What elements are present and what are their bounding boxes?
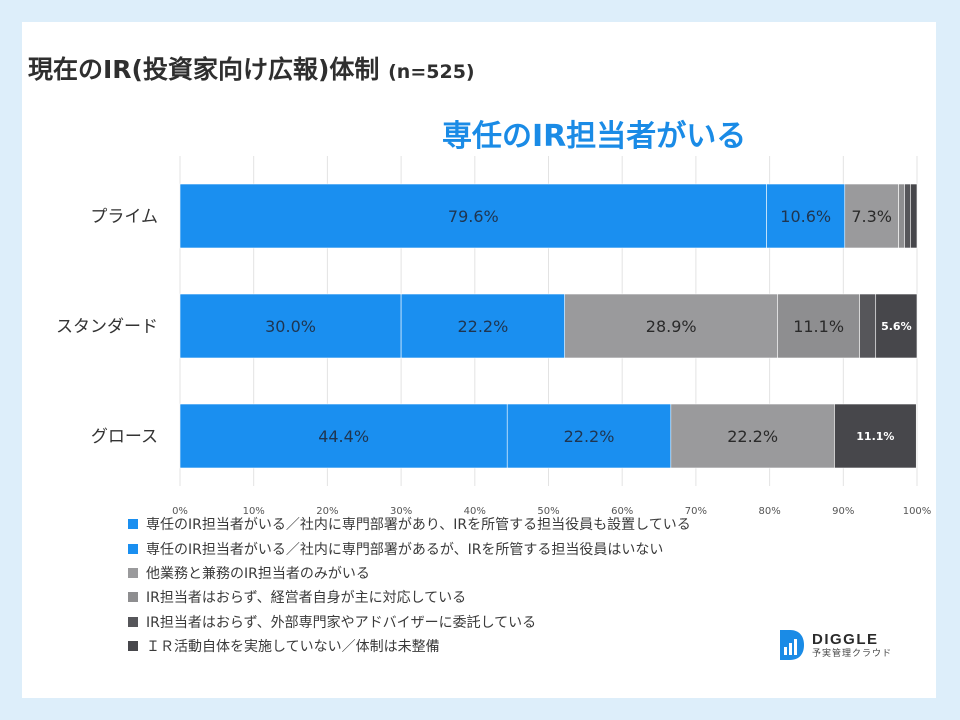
category-label: スタンダード [56, 317, 158, 337]
bar-segment [179, 183, 767, 249]
x-tick-label: 10% [243, 506, 265, 517]
x-tick-label: 50% [537, 506, 559, 517]
data-label: 22.2% [727, 427, 778, 446]
bar-segment [859, 293, 877, 359]
legend-label: 他業務と兼務のIR担当者のみがいる [146, 565, 370, 582]
chart-card [22, 22, 936, 698]
logo-name: DIGGLE [812, 630, 879, 648]
x-tick-label: 60% [611, 506, 633, 517]
data-label: 22.2% [564, 427, 615, 446]
bar-segment [506, 403, 672, 469]
x-tick-label: 70% [685, 506, 707, 517]
bar-segment [400, 293, 566, 359]
bar-segment [777, 293, 860, 359]
x-tick-label: 0% [172, 506, 188, 517]
bar-segment [844, 183, 899, 249]
x-tick-label: 90% [832, 506, 854, 517]
data-label: 5.6% [881, 320, 912, 333]
logo-tagline: 予実管理クラウド [812, 648, 893, 659]
legend-item: 専任のIR担当者がいる／社内に専門部署があるが、IRを所管する担当役員はいない [128, 536, 691, 560]
data-label: 79.6% [448, 207, 499, 226]
x-tick-label: 40% [464, 506, 486, 517]
legend-item: IR担当者はおらず、外部専門家やアドバイザーに委託している [128, 610, 691, 634]
bar-segment [834, 403, 917, 469]
x-tick-label: 80% [758, 506, 780, 517]
diggle-logo-icon [780, 630, 804, 660]
legend-swatch [128, 641, 138, 652]
legend: 専任のIR担当者がいる／社内に専門部署があり、IRを所管する担当役員も設置してい… [128, 512, 691, 658]
data-label: 28.9% [646, 317, 697, 336]
legend-label: ＩＲ活動自体を実施していない／体制は未整備 [146, 639, 440, 656]
legend-label: 専任のIR担当者がいる／社内に専門部署があるが、IRを所管する担当役員はいない [146, 541, 664, 558]
x-tick-label: 100% [903, 506, 932, 517]
bar-segment [179, 403, 508, 469]
title-text: 現在のIR(投資家向け広報)体制 [28, 55, 380, 84]
legend-item: 他業務と兼務のIR担当者のみがいる [128, 561, 691, 585]
data-label: 11.1% [793, 317, 844, 336]
legend-label: IR担当者はおらず、経営者自身が主に対応している [146, 590, 467, 607]
legend-item: IR担当者はおらず、経営者自身が主に対応している [128, 585, 691, 609]
legend-label: 専任のIR担当者がいる／社内に専門部署があり、IRを所管する担当役員も設置してい… [146, 517, 691, 534]
data-label: 44.4% [318, 427, 369, 446]
page-title: 現在のIR(投資家向け広報)体制 (n=525) [28, 50, 475, 86]
x-tick-label: 20% [316, 506, 338, 517]
legend-swatch [128, 519, 138, 530]
legend-item: 専任のIR担当者がいる／社内に専門部署があり、IRを所管する担当役員も設置してい… [128, 512, 691, 536]
bar-segment [910, 183, 918, 249]
category-label: プライム [90, 207, 158, 227]
bar-segment [875, 293, 918, 359]
bar-segment [670, 403, 835, 469]
legend-swatch [128, 592, 138, 603]
bar-segment [179, 293, 402, 359]
data-label: 22.2% [457, 317, 508, 336]
legend-label: IR担当者はおらず、外部専門家やアドバイザーに委託している [146, 614, 537, 631]
data-label: 7.3% [851, 207, 892, 226]
bar-segment [898, 183, 905, 249]
sample-size: (n=525) [388, 61, 475, 83]
diggle-logo: DIGGLE 予実管理クラウド [778, 628, 892, 662]
legend-swatch [128, 567, 138, 578]
data-label: 10.6% [780, 207, 831, 226]
data-label: 30.0% [265, 317, 316, 336]
highlight-label: 専任のIR担当者がいる [442, 119, 747, 154]
bar-segment [766, 183, 846, 249]
legend-item: ＩＲ活動自体を実施していない／体制は未整備 [128, 634, 691, 658]
bar-segment [904, 183, 911, 249]
bar-segment [564, 293, 779, 359]
legend-swatch [128, 616, 138, 627]
data-label: 11.1% [856, 430, 894, 443]
x-tick-label: 30% [390, 506, 412, 517]
category-label: グロース [91, 427, 158, 447]
legend-swatch [128, 543, 138, 554]
